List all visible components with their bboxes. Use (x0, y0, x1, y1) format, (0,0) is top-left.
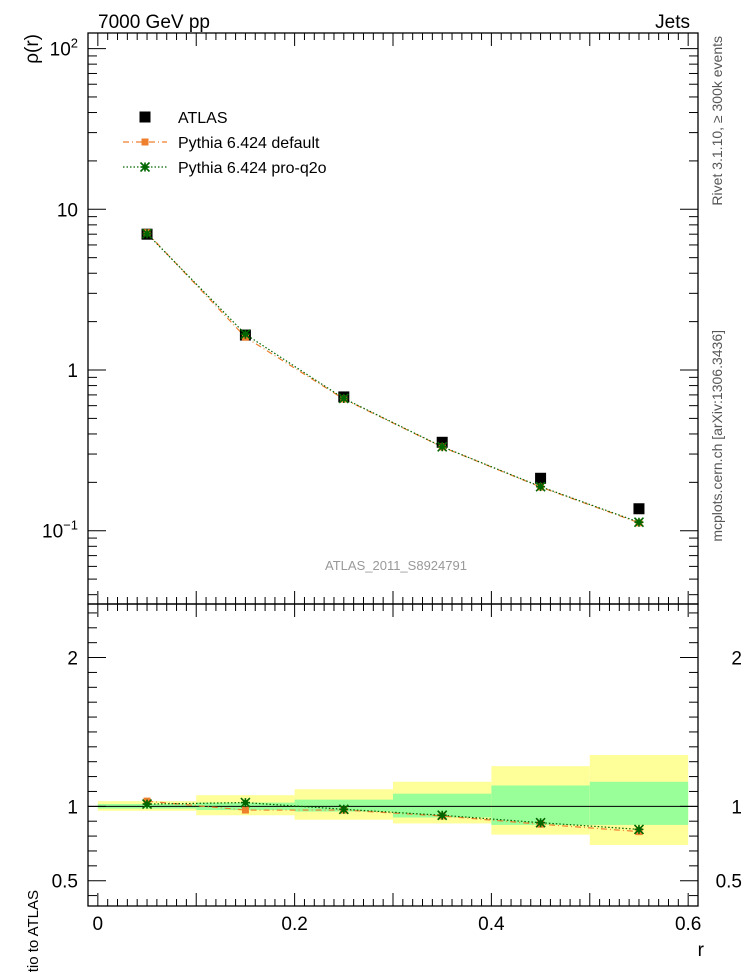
legend-marker-2-center (142, 164, 148, 170)
x-tick-label: 0.4 (478, 914, 505, 935)
x-axis-label: r (698, 940, 705, 961)
legend-label-1: Pythia 6.424 default (178, 135, 320, 152)
main-point-s2-5 (633, 517, 645, 528)
main-point-s0-5 (633, 503, 645, 515)
legend-marker-1 (141, 138, 149, 146)
ratio-point-s0-1 (241, 806, 249, 814)
main-y-tick-label: 10−1 (42, 518, 78, 543)
rivet-label: Rivet 3.1.10, ≥ 300k events (709, 36, 725, 206)
axes: 0 0.2 0.4 0.6 10−1 1 10 102 0.5 0.5 1 1 2 2 (42, 32, 742, 935)
ratio-series-line-0 (146, 800, 640, 833)
ratio-point-s1-5 (633, 824, 645, 835)
x-tick-label: 0 (93, 914, 104, 935)
ratio-point-s1-2-center (341, 806, 347, 813)
ratio-point-s1-5-center (636, 826, 642, 833)
main-y-tick-label: 1 (67, 361, 78, 382)
stat-uncertainty-band (589, 781, 689, 825)
ratio-y-tick-label-right: 0.5 (716, 872, 742, 893)
main-y-tick-label: 102 (50, 36, 78, 61)
header-left-title: 7000 GeV pp (98, 12, 210, 33)
main-point-s2-3-center (439, 444, 445, 450)
ratio-point-s1-3 (437, 810, 448, 821)
ratio-y-axis-label: Ratio to ATLAS (25, 890, 42, 972)
main-point-s2-3 (437, 441, 448, 452)
legend-marker-2 (139, 161, 151, 173)
analysis-label: ATLAS_2011_S8924791 (325, 558, 467, 573)
legend: ATLAS Pythia 6.424 default Pythia 6.424 pr… (123, 110, 327, 177)
ratio-point-s1-2 (338, 804, 349, 815)
ratio-point-s1-4 (535, 817, 546, 828)
mcplots-label: mcplots.cern.ch [arXiv:1306.3436] (709, 330, 725, 542)
main-point-s2-0 (141, 228, 153, 239)
x-tick-label: 0.6 (675, 914, 701, 935)
ratio-y-tick-label: 0.5 (52, 872, 78, 893)
main-point-s2-1 (240, 329, 251, 340)
main-point-s2-2-center (341, 395, 347, 402)
ratio-point-s1-0-center (144, 801, 150, 807)
main-point-s2-5-center (636, 519, 642, 525)
ratio-y-tick-label: 2 (67, 649, 78, 670)
main-point-s2-0-center (144, 230, 150, 237)
ratio-point-s1-0 (141, 799, 153, 810)
ratio-series-lines (146, 800, 640, 833)
main-y-axis-label: ρ(r) (22, 34, 43, 64)
main-series-lines (146, 232, 640, 524)
main-series-line-2 (146, 233, 640, 523)
legend-marker-0 (139, 111, 151, 123)
ratio-data-marks (141, 797, 645, 836)
legend-label-0: ATLAS (178, 110, 228, 127)
ratio-point-s1-4-center (537, 819, 544, 826)
main-data-marks (141, 228, 645, 528)
main-series-line-1 (146, 232, 640, 524)
ratio-bands (88, 755, 698, 846)
main-point-s0-4 (535, 472, 547, 484)
x-tick-label: 0.2 (281, 914, 307, 935)
ratio-series-line-1 (147, 802, 640, 830)
ratio-y-tick-label-right: 1 (731, 797, 742, 818)
main-y-tick-label: 10 (57, 200, 78, 221)
main-point-s2-1-center (242, 331, 249, 337)
main-point-s2-2 (338, 393, 349, 404)
header-right-title: Jets (655, 12, 690, 33)
ratio-point-s1-3-center (439, 812, 445, 818)
legend-label-2: Pythia 6.424 pro-q2o (178, 160, 327, 177)
ratio-point-s1-1 (240, 797, 251, 808)
main-point-s2-4 (535, 481, 546, 492)
main-point-s2-4-center (537, 483, 544, 490)
stat-uncertainty-band (393, 793, 492, 818)
ratio-y-tick-label: 1 (67, 797, 78, 818)
ratio-point-s1-1-center (242, 799, 249, 806)
ratio-y-tick-label-right: 2 (731, 649, 742, 670)
